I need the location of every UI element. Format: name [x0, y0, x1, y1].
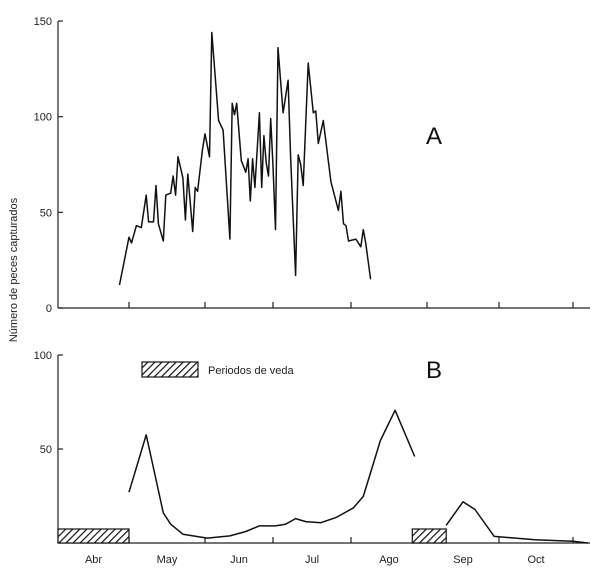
x-tick-label-jun: Jun: [230, 554, 248, 566]
x-tick-label-oct: Oct: [527, 554, 544, 566]
y-tick-label-b: 100: [34, 350, 52, 362]
y-tick-label-a: 100: [34, 112, 52, 124]
closure-period-bar: [411, 528, 447, 544]
panel-a: 0 50 100 150: [34, 16, 590, 315]
y-tick-label-a: 0: [46, 303, 52, 315]
panel-label-a: A: [426, 123, 442, 150]
y-tick-label-a: 150: [34, 16, 52, 28]
panel-label-b: B: [426, 357, 442, 384]
panel-b: 50 100 Abr May Jun Jul Ago Sep Oct: [34, 350, 590, 566]
y-tick-label-a: 50: [40, 207, 52, 219]
series-line-a-0: [118, 31, 372, 286]
y-axis-label: Número de peces capturados: [8, 197, 20, 342]
closure-period-bar: [57, 528, 130, 544]
x-tick-label-ago: Ago: [379, 554, 399, 566]
series-line-b-0: [128, 409, 416, 539]
x-tick-label-may: May: [157, 554, 178, 566]
x-tick-label-sep: Sep: [453, 554, 473, 566]
x-tick-label-abr: Abr: [85, 554, 102, 566]
legend-label: Periodos de veda: [208, 365, 294, 377]
x-tick-label-jul: Jul: [305, 554, 319, 566]
series-line-b-1: [445, 501, 588, 544]
y-tick-label-b: 50: [40, 444, 52, 456]
legend-swatch-closure: [141, 361, 199, 378]
